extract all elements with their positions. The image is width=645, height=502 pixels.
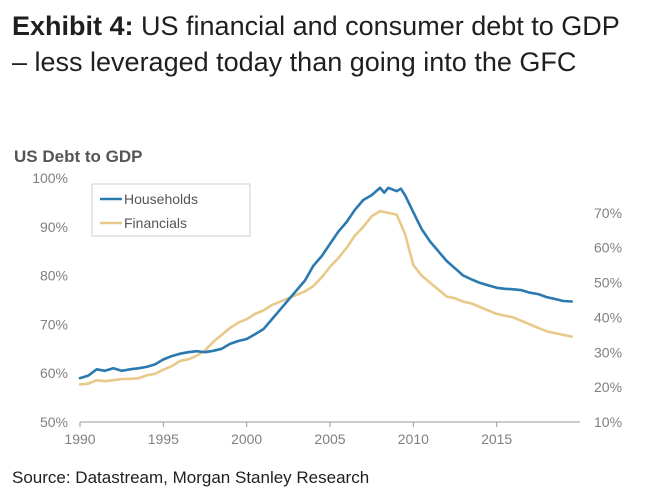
series-line-households xyxy=(78,186,573,380)
exhibit-title: Exhibit 4: US financial and consumer deb… xyxy=(12,8,637,80)
left-tick-label-80: 80% xyxy=(40,268,68,284)
x-tick-label-2015: 2015 xyxy=(481,431,512,447)
left-tick-label-50: 50% xyxy=(40,414,68,430)
x-tick-label-1990: 1990 xyxy=(64,431,95,447)
left-tick-label-100: 100% xyxy=(32,170,68,186)
debt-to-gdp-chart: US Debt to GDP 1990 1995 2000 2005 2010 2015 50… xyxy=(14,147,622,447)
legend-label-households: Households xyxy=(124,191,198,207)
source-note: Source: Datastream, Morgan Stanley Resea… xyxy=(12,468,370,487)
right-tick-label-50: 50% xyxy=(594,275,622,291)
chart-title: US Debt to GDP xyxy=(14,147,142,166)
legend-box xyxy=(91,183,251,237)
series-line-financials xyxy=(78,209,573,386)
legend-label-financials: Financials xyxy=(124,215,187,231)
left-tick-label-90: 90% xyxy=(40,219,68,235)
right-tick-label-60: 60% xyxy=(594,240,622,256)
exhibit-label: Exhibit 4: xyxy=(12,11,134,41)
x-tick-label-2000: 2000 xyxy=(231,431,262,447)
chart-container: US Debt to GDP 1990 1995 2000 2005 2010 2015 50… xyxy=(0,140,645,470)
x-tick-label-2010: 2010 xyxy=(398,431,429,447)
right-tick-label-20: 20% xyxy=(594,379,622,395)
right-tick-label-70: 70% xyxy=(594,205,622,221)
exhibit-title-text: US financial and consumer debt to GDP – … xyxy=(12,11,620,77)
left-tick-label-60: 60% xyxy=(40,365,68,381)
right-tick-label-40: 40% xyxy=(594,309,622,325)
left-tick-label-70: 70% xyxy=(40,316,68,332)
right-tick-label-10: 10% xyxy=(594,414,622,430)
right-tick-label-30: 30% xyxy=(594,344,622,360)
x-tick-label-2005: 2005 xyxy=(314,431,345,447)
x-tick-label-1995: 1995 xyxy=(148,431,179,447)
